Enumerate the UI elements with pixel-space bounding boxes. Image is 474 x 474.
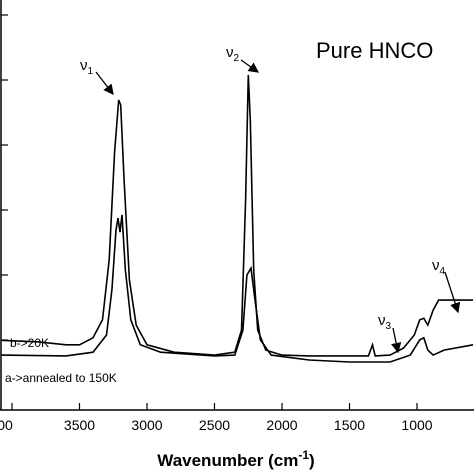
peak-label: ν1 [80, 57, 94, 77]
arrows [95, 59, 461, 354]
x-tick-label: 3500 [64, 417, 95, 433]
peak-symbol: ν [226, 44, 234, 61]
peak-label: ν4 [432, 257, 446, 277]
spectrum-line [1, 214, 474, 363]
x-tick-label: 2500 [199, 417, 230, 433]
x-axis-label: Wavenumber (cm-1) [157, 448, 314, 470]
series-label: b->20K [10, 336, 49, 350]
peak-symbol: ν [378, 312, 386, 329]
peak-subscript: 2 [234, 53, 240, 64]
peak-subscript: 4 [440, 266, 446, 277]
spectrum-line [1, 74, 473, 357]
chart-title: Pure HNCO [316, 38, 433, 63]
x-tick-label: 2000 [266, 417, 297, 433]
peak-subscript: 1 [88, 66, 94, 77]
x-tick-label: 1500 [334, 417, 365, 433]
series-label: a->annealed to 150K [5, 371, 117, 385]
y-axis-ticks [1, 14, 8, 341]
peak-label: ν3 [378, 312, 392, 332]
x-tick-label: 1000 [401, 417, 432, 433]
peak-symbol: ν [432, 257, 440, 274]
peak-subscript: 3 [386, 321, 392, 332]
x-tick-label: 3000 [131, 417, 162, 433]
x-tick-label: 00 [0, 417, 13, 433]
peak-label: ν2 [226, 44, 240, 64]
peak-symbol: ν [80, 57, 88, 74]
